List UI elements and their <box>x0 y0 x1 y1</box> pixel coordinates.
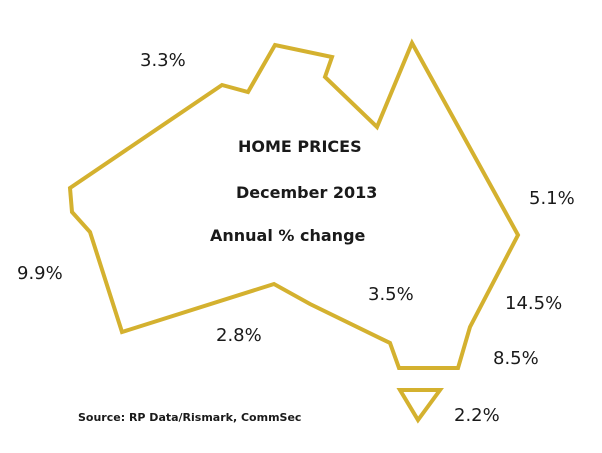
map-subtitle-date: December 2013 <box>236 183 378 202</box>
value-sa: 2.8% <box>216 325 262 346</box>
value-nsw: 14.5% <box>505 293 563 314</box>
source-note: Source: RP Data/Rismark, CommSec <box>78 411 302 424</box>
mainland-outline <box>67 38 521 370</box>
value-wa: 9.9% <box>17 263 63 284</box>
map-title: HOME PRICES <box>238 137 362 156</box>
value-tas: 2.2% <box>454 405 500 426</box>
value-central: 3.5% <box>368 284 414 305</box>
value-vic: 8.5% <box>493 348 539 369</box>
map-subtitle-measure: Annual % change <box>210 226 366 245</box>
value-nt: 3.3% <box>140 50 186 71</box>
tasmania-outline <box>396 388 444 424</box>
value-qld: 5.1% <box>529 188 575 209</box>
